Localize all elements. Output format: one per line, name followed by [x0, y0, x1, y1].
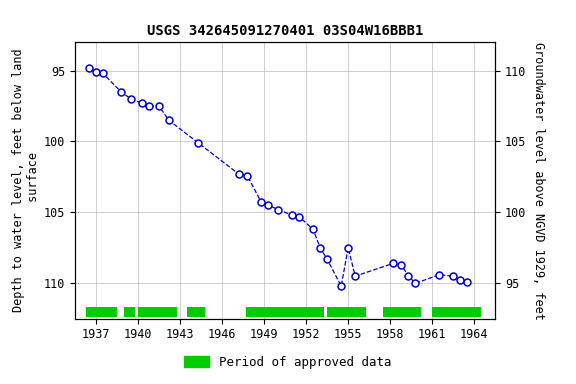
Y-axis label: Depth to water level, feet below land
 surface: Depth to water level, feet below land su…	[12, 49, 40, 312]
Bar	[246, 307, 324, 316]
Bar	[124, 307, 135, 316]
Y-axis label: Groundwater level above NGVD 1929, feet: Groundwater level above NGVD 1929, feet	[532, 41, 545, 319]
Bar	[138, 307, 177, 316]
Bar	[187, 307, 205, 316]
Title: USGS 342645091270401 03S04W16BBB1: USGS 342645091270401 03S04W16BBB1	[147, 24, 423, 38]
Bar	[86, 307, 117, 316]
Bar	[433, 307, 482, 316]
Legend: Period of approved data: Period of approved data	[179, 351, 397, 374]
Bar	[383, 307, 421, 316]
Bar	[327, 307, 366, 316]
